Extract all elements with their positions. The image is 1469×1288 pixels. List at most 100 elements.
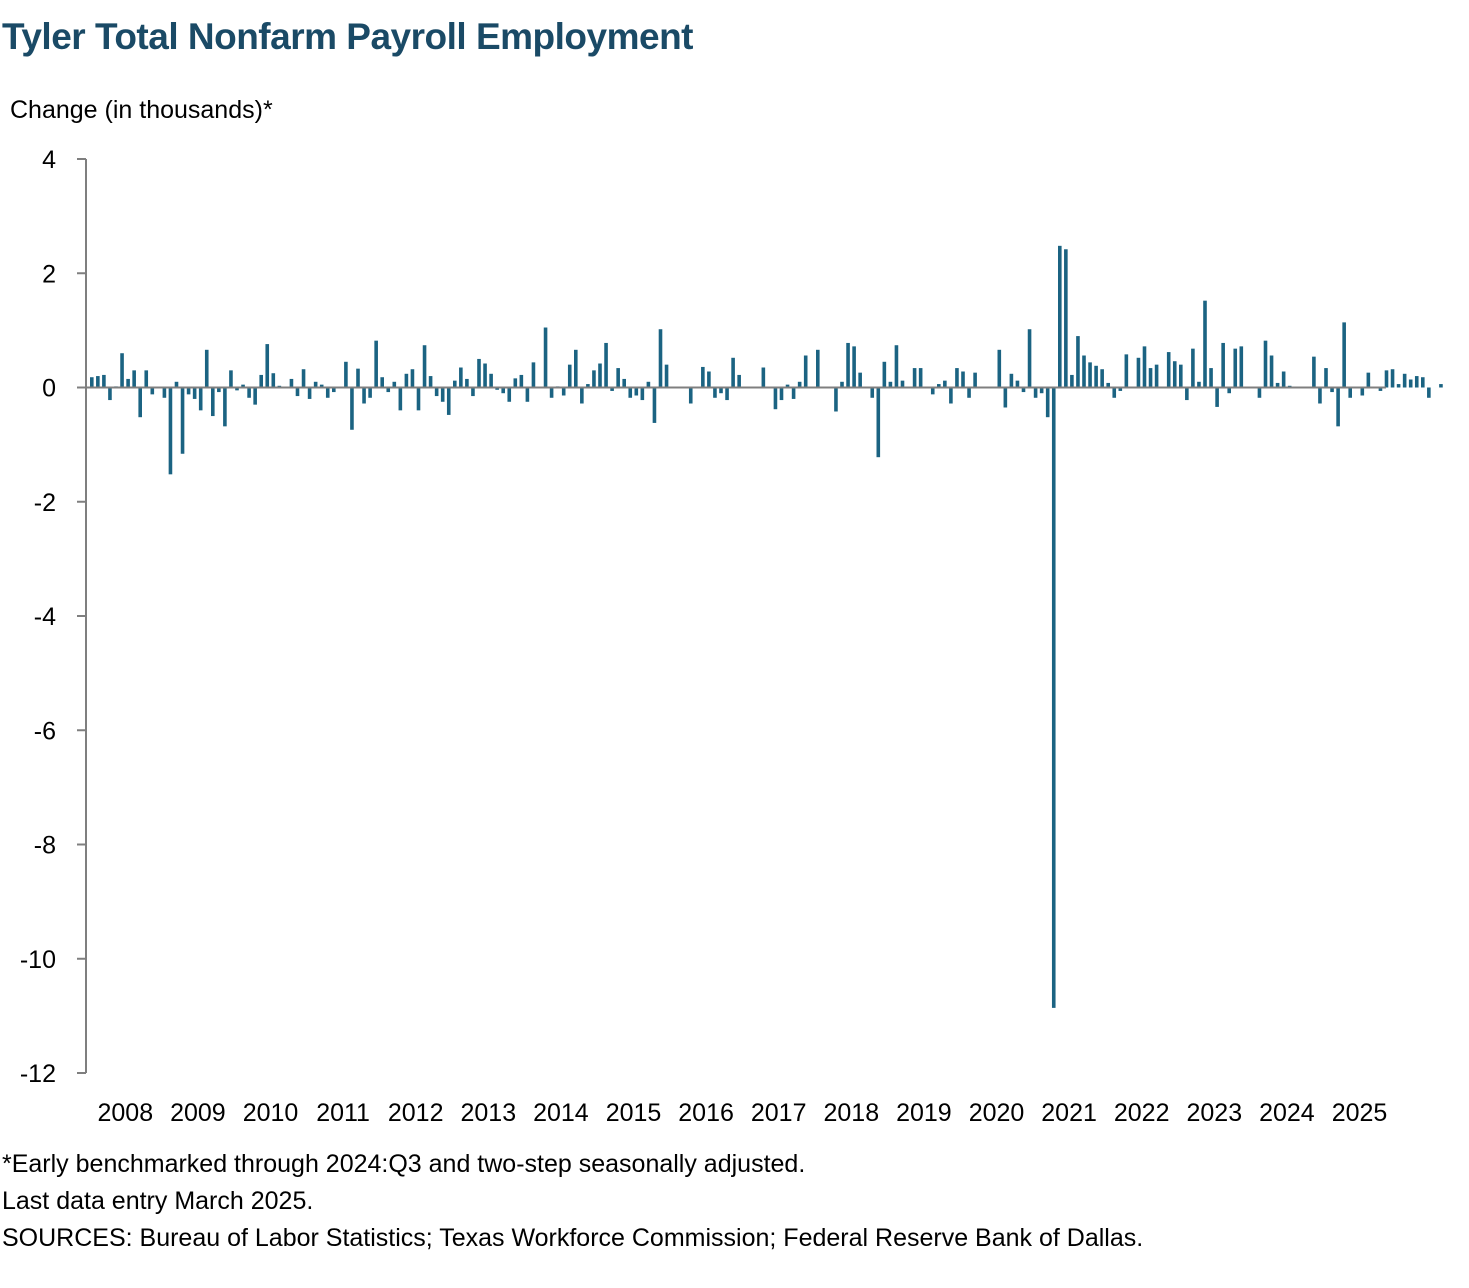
x-tick-label: 2012 [388,1099,444,1127]
bar [247,387,251,398]
y-tick-labels: 4 2 0 -2 -4 -6 -8 -10 -12 [20,146,56,1088]
bar [186,387,191,395]
bar [1021,387,1026,393]
bar [1384,370,1389,388]
bar [1209,368,1213,388]
bar [1179,364,1183,388]
bar [1185,387,1189,401]
bar [1088,362,1092,388]
bar [664,364,669,388]
bar [961,371,965,388]
x-tick-label: 2020 [969,1099,1025,1127]
bar [894,345,899,388]
x-tick-label: 2017 [751,1099,807,1127]
footnotes: *Early benchmarked through 2024:Q3 and t… [2,1146,1143,1257]
bar [1197,381,1201,388]
bars [90,245,1443,1008]
bar [313,381,318,388]
bar [1366,372,1371,388]
bar [1336,387,1340,427]
bar [204,349,209,388]
chart-title: Tyler Total Nonfarm Payroll Employment [2,16,694,57]
bar [416,387,421,411]
bar [973,372,977,388]
bar [259,374,263,388]
bar [797,381,802,388]
bar [126,378,130,388]
bar [440,387,445,402]
bar [465,378,469,388]
bar [1154,364,1159,388]
bar [803,355,808,388]
bar [150,387,155,395]
bar [719,387,723,394]
bar [1142,346,1147,388]
bar [519,374,524,388]
bar [350,387,354,430]
bar [368,387,372,398]
bar [90,377,94,388]
bar [307,387,312,399]
bar [1136,357,1141,388]
bar [876,387,881,458]
bar [459,367,463,388]
bar [319,384,324,388]
bar [398,387,403,411]
bar [652,387,657,423]
bar [162,387,167,398]
bar [852,346,856,388]
bar [434,387,439,397]
x-tick-label: 2013 [460,1099,516,1127]
x-tick-labels: 2008 2009 2010 2011 2012 2013 2014 2015 2016 2017… [97,1099,1387,1127]
bar [265,344,270,388]
y-tick-label: 4 [42,146,56,174]
bar [507,387,512,402]
bar [561,387,566,396]
bar [731,357,735,388]
bar [616,368,620,388]
bar [725,387,729,401]
bar [870,387,875,398]
bar [628,387,633,398]
y-tick-label: -8 [34,832,56,860]
bar [785,384,790,388]
bar [144,370,149,388]
bar [791,387,796,399]
bar [1408,379,1413,388]
bar [1281,371,1286,388]
bar [168,387,173,475]
bar [1082,355,1086,388]
bar [392,381,397,388]
bar [525,387,530,402]
bar [295,387,300,397]
bar [1094,365,1098,388]
bar [1009,373,1014,388]
bar [1396,384,1401,388]
bar [241,384,245,388]
y-tick-label: -4 [34,603,56,631]
bar [713,387,717,398]
bar [120,353,124,388]
bar [289,378,294,388]
bar [1172,361,1177,388]
bar [344,361,348,388]
bar [858,372,862,388]
bar [1112,387,1117,398]
x-tick-label: 2014 [533,1099,589,1127]
y-tick-label: -6 [34,717,56,745]
bar [646,381,651,388]
bar [592,370,596,388]
bar [1203,300,1207,388]
bar [1045,387,1050,418]
x-tick-label: 2019 [896,1099,952,1127]
bar [495,387,499,390]
bar [446,387,451,415]
bar [325,387,330,398]
bar [834,387,838,412]
bar [229,370,233,388]
bar [688,387,693,404]
bar [1421,377,1425,388]
bar [356,368,360,388]
x-tick-label: 2015 [606,1099,662,1127]
bar [610,387,614,391]
